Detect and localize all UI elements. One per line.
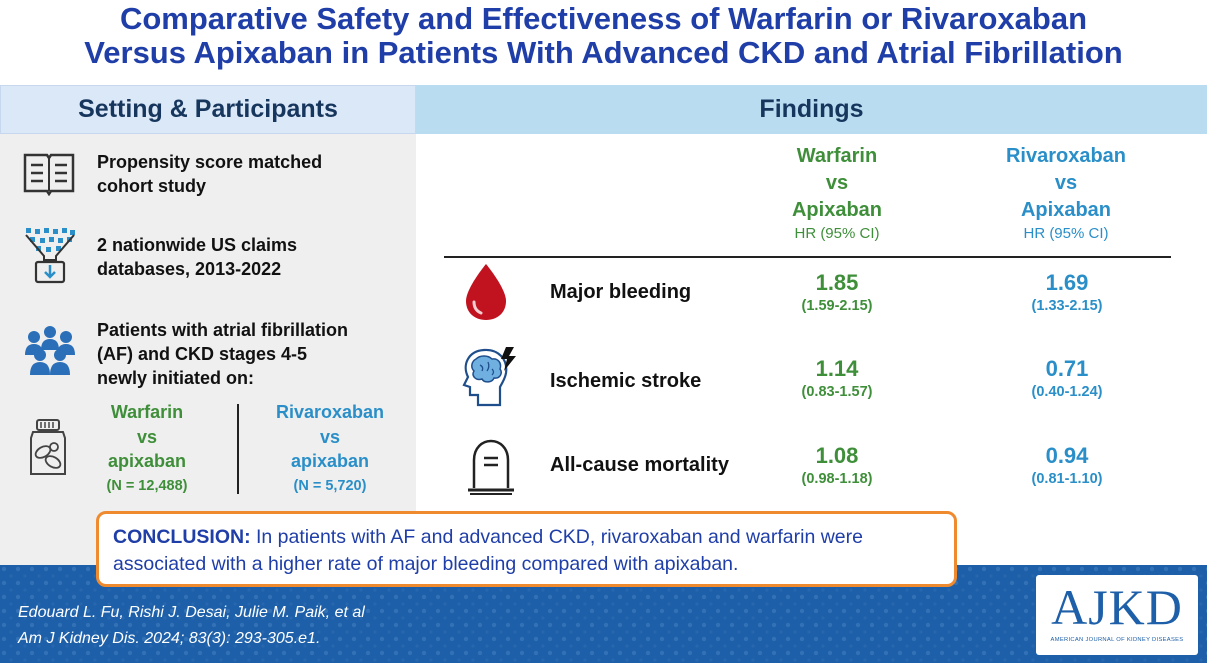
setting-header: Setting & Participants [0,85,416,134]
value-warfarin-bleeding: 1.85 (1.59-2.15) [801,270,873,314]
column-warfarin-vs-apixaban: Warfarin vs Apixaban HR (95% CI) [791,145,883,242]
page-title: Comparative Safety and Effectiveness of … [0,2,1207,70]
value-rivaroxaban-stroke: 0.71 (0.40-1.24) [1031,356,1103,400]
column-rivaroxaban-vs-apixaban: Rivaroxaban vs Apixaban HR (95% CI) [1005,145,1127,242]
value-rivaroxaban-mortality: 0.94 (0.81-1.10) [1031,443,1103,487]
setting-item-patients: Patients with atrial fibrillation (AF) a… [97,320,349,388]
setting-panel [0,85,416,565]
group-rivaroxaban: Rivaroxaban vs apixaban (N = 5,720) [275,402,385,494]
ajkd-logo: AJKD AMERICAN JOURNAL OF KIDNEY DISEASES [1036,575,1198,655]
tombstone-icon [468,439,514,495]
citation: Edouard L. Fu, Rishi J. Desai, Julie M. … [18,600,365,652]
value-warfarin-mortality: 1.08 (0.98-1.18) [801,443,873,487]
outcome-all-cause-mortality: All-cause mortality [550,454,729,476]
title-line-2: Versus Apixaban in Patients With Advance… [84,35,1123,70]
group-warfarin: Warfarin vs apixaban (N = 12,488) [106,402,188,494]
ajkd-logo-text: AJKD [1051,579,1183,635]
book-icon [23,153,75,196]
database-icon [25,228,75,284]
findings-header: Findings [416,85,1207,134]
title-line-1: Comparative Safety and Effectiveness of … [119,1,1088,36]
citation-journal: Am J Kidney Dis. 2024; 83(3): 293-305.e1… [18,630,321,647]
value-warfarin-stroke: 1.14 (0.83-1.57) [801,356,873,400]
value-rivaroxaban-bleeding: 1.69 (1.33-2.15) [1031,270,1103,314]
setting-item-study: Propensity score matched cohort study [97,152,323,196]
conclusion-text: In patients with AF and advanced CKD, ri… [113,526,863,575]
conclusion-box: CONCLUSION: In patients with AF and adva… [96,511,957,587]
people-icon [25,326,75,375]
pill-bottle-icon [30,419,66,475]
brain-stroke-icon [462,347,516,407]
outcome-major-bleeding: Major bleeding [550,281,692,303]
outcome-ischemic-stroke: Ischemic stroke [550,370,702,392]
setting-item-databases: 2 nationwide US claims databases, 2013-2… [97,235,298,279]
findings-divider [444,256,1171,258]
conclusion-label: CONCLUSION: [113,526,251,548]
blood-drop-icon [466,264,506,320]
ajkd-logo-subtitle: AMERICAN JOURNAL OF KIDNEY DISEASES [1050,637,1184,643]
citation-authors: Edouard L. Fu, Rishi J. Desai, Julie M. … [18,604,365,621]
group-divider [237,404,239,494]
